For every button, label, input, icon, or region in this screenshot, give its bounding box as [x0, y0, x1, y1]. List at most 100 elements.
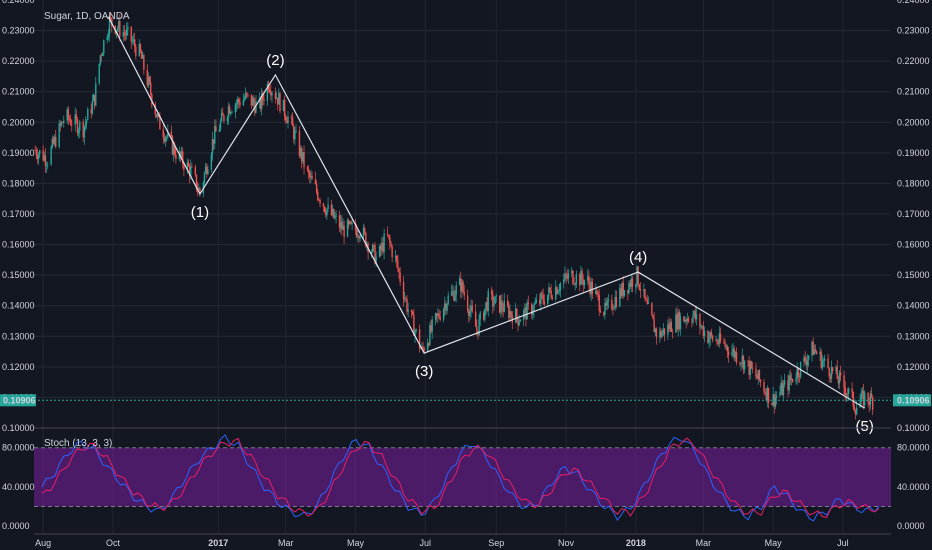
candle-body — [109, 17, 112, 19]
candle-body — [446, 304, 448, 311]
candle-body — [421, 346, 423, 349]
candle-body — [667, 324, 669, 335]
candle-body — [789, 375, 792, 381]
candle-body — [180, 151, 183, 157]
candle-body — [742, 355, 745, 370]
candle-body — [91, 101, 94, 114]
candle-body — [283, 99, 286, 117]
stoch-axis-left[interactable]: 80.0000 40.0000 0.0000 — [2, 443, 35, 531]
candle-body — [843, 375, 845, 388]
wave-label-5: (5) — [856, 418, 874, 435]
candle-body — [677, 312, 679, 330]
candle-body — [750, 361, 753, 369]
candle-body — [119, 21, 121, 37]
candle-body — [606, 301, 608, 306]
candle-body — [275, 97, 278, 99]
candle-body — [503, 300, 505, 312]
candle-body — [59, 123, 62, 126]
candle-body — [583, 280, 586, 286]
candle-body — [550, 290, 552, 298]
candle-body — [333, 208, 335, 219]
candle-body — [830, 367, 833, 379]
price-tick-label-left: 0.12000 — [2, 362, 35, 372]
price-axis-left[interactable]: 0.24000 0.23000 0.22000 0.21000 0.20000 0.190… — [2, 0, 35, 433]
candle-body — [306, 167, 309, 170]
candle-body — [867, 392, 869, 403]
candle-body — [191, 166, 193, 168]
candle-body — [501, 300, 503, 310]
stoch-pane: Stoch (13, 3, 3) 80.0000 40.0000 0.0000 80… — [2, 434, 930, 531]
price-tick-label-left: 0.21000 — [2, 87, 35, 97]
candle-body — [564, 273, 566, 280]
candle-body — [410, 309, 413, 312]
candle-body — [668, 324, 670, 330]
candle-body — [186, 162, 189, 170]
candle-body — [405, 298, 407, 300]
candle-body — [743, 360, 746, 370]
stoch-k-line — [41, 434, 880, 522]
price-tick-label-left: 0.22000 — [2, 56, 35, 66]
candle-body — [846, 393, 849, 395]
candle-body — [807, 355, 810, 360]
candle-body — [703, 330, 706, 337]
candle-body — [52, 138, 55, 144]
price-tick-label-left: 0.18000 — [2, 178, 35, 188]
candle-body — [828, 367, 830, 377]
wave-label-3: (3) — [415, 363, 433, 380]
candle-body — [556, 287, 558, 294]
price-tick-label-right: 0.15000 — [897, 270, 930, 280]
candle-body — [270, 91, 272, 96]
time-tick-label: 2018 — [626, 538, 646, 548]
candle-body — [683, 316, 685, 322]
candle-body — [350, 221, 352, 224]
candle-body — [294, 131, 296, 140]
candle-body — [349, 221, 351, 225]
candle-body — [179, 151, 182, 157]
candle-body — [623, 290, 626, 296]
price-grid — [34, 30, 891, 398]
elliott-wave-lines: (1) (2) (3) (4) (5) — [107, 16, 874, 435]
stoch-axis-right[interactable]: 80.0000 40.0000 0.0000 — [897, 443, 930, 531]
candle-body — [95, 83, 97, 106]
candle-body — [146, 69, 148, 86]
candle-body — [211, 139, 214, 155]
candle-body — [531, 304, 533, 315]
candle-body — [163, 137, 166, 142]
price-axis-right[interactable]: 0.24000 0.23000 0.22000 0.21000 0.20000 0.190… — [897, 0, 930, 433]
candle-body — [611, 299, 613, 309]
candle-body — [525, 307, 527, 320]
candle-body — [772, 394, 774, 405]
candle-body — [812, 342, 814, 355]
candle-body — [479, 312, 481, 320]
candle-body — [595, 290, 597, 295]
candle-body — [731, 352, 733, 356]
candle-body — [362, 228, 365, 237]
candle-body — [783, 380, 786, 385]
candle-body — [614, 296, 616, 308]
candle-body — [266, 83, 269, 101]
candle-body — [791, 378, 794, 382]
candle-body — [108, 17, 111, 35]
candle-body — [506, 300, 509, 307]
candle-body — [172, 144, 175, 155]
candle-body — [462, 281, 464, 292]
candle-body — [236, 98, 239, 104]
candle-body — [44, 155, 47, 166]
candle-body — [220, 112, 223, 122]
candle-body — [101, 53, 104, 56]
candle-body — [166, 136, 168, 138]
candle-body — [835, 366, 837, 372]
candle-body — [723, 341, 725, 344]
candle-body — [599, 310, 602, 313]
candle-body — [140, 51, 143, 59]
candle-body — [565, 273, 567, 277]
candle-body — [47, 164, 49, 166]
candle-body — [579, 274, 581, 286]
candle-body — [290, 116, 293, 118]
time-axis[interactable]: Aug Oct 2017 Mar May Jul Sep Nov 2018 Mar May Jul — [35, 538, 849, 548]
candle-body — [852, 391, 854, 407]
candle-body — [566, 276, 568, 279]
candle-body — [679, 316, 682, 329]
candle-body — [490, 290, 493, 294]
candle-body — [461, 281, 463, 292]
